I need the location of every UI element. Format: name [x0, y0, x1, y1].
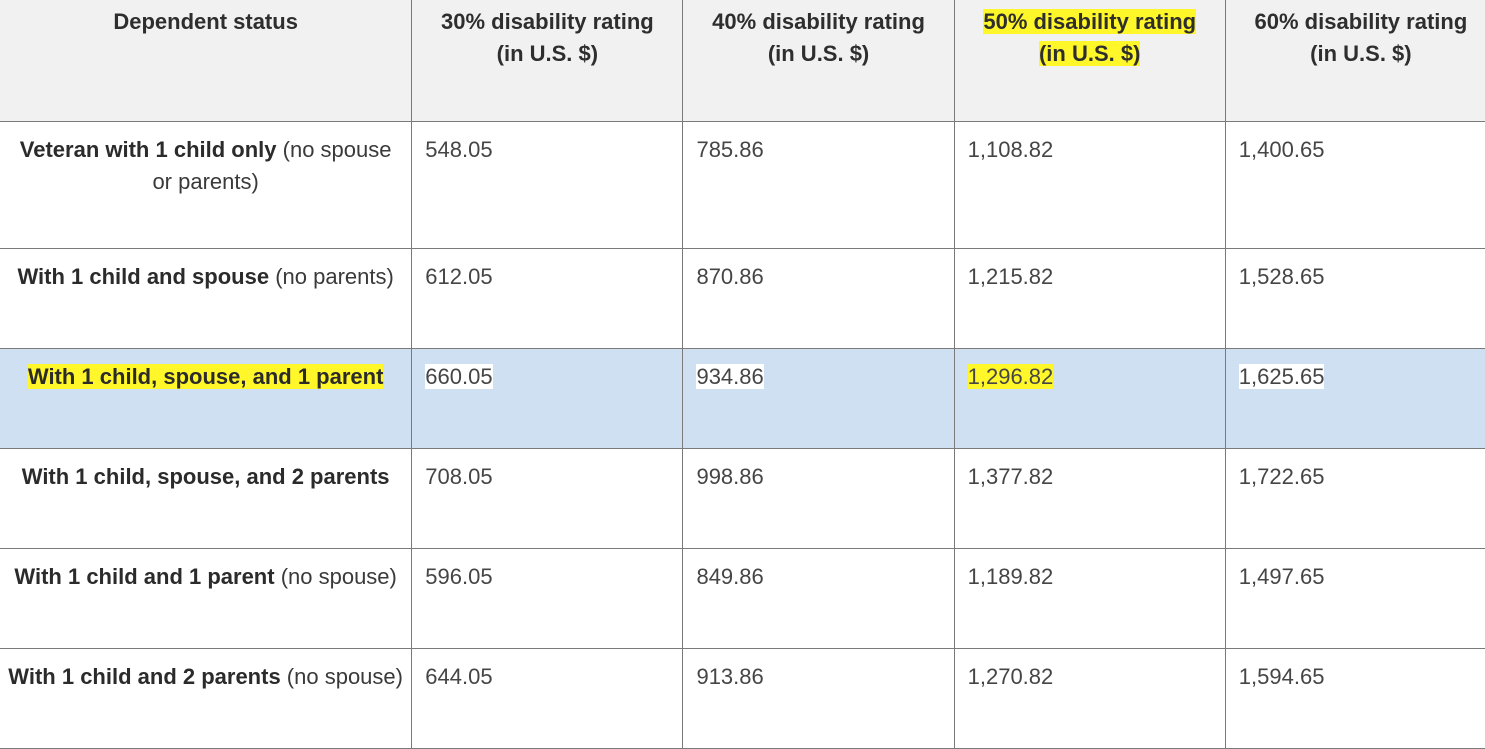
header-50-percent: 50% disability rating (in U.S. $)	[953, 0, 1226, 122]
header-label: 40% disability rating	[712, 9, 925, 34]
header-label: 60% disability rating	[1254, 9, 1468, 34]
rate-50-cell: 1,189.82	[953, 547, 1226, 649]
highlighted-table-row: With 1 child, spouse, and 1 parent 660.0…	[0, 347, 1485, 449]
rate-60-cell: 1,497.65	[1224, 547, 1485, 649]
header-unit: (in U.S. $)	[1310, 41, 1412, 66]
header-unit: (in U.S. $)	[767, 41, 870, 66]
rate-40-cell: 870.86	[682, 247, 955, 349]
table-row: With 1 child and 1 parent (no spouse) 59…	[0, 547, 1485, 649]
rate-60-cell: 1,528.65	[1224, 247, 1485, 349]
dependent-status-bold: Veteran with 1 child only	[19, 136, 277, 162]
highlighted-header-label: 50% disability rating	[983, 9, 1197, 34]
dependent-status-cell: With 1 child and spouse (no parents)	[0, 247, 413, 349]
dependent-status-note: (no parents)	[269, 263, 394, 289]
highlighted-header-unit: (in U.S. $)	[1038, 41, 1141, 66]
header-40-percent: 40% disability rating (in U.S. $)	[682, 0, 955, 122]
dependent-status-cell: With 1 child, spouse, and 2 parents	[0, 447, 413, 549]
rate-30-value: 660.05	[425, 363, 493, 389]
dependent-status-bold: With 1 child and 2 parents	[8, 663, 281, 689]
table-row: Veteran with 1 child only (no spouse or …	[0, 120, 1485, 249]
dependent-status-cell: Veteran with 1 child only (no spouse or …	[0, 120, 413, 249]
dependent-status-bold: With 1 child, spouse, and 1 parent	[27, 363, 384, 389]
rate-60-cell: 1,625.65	[1224, 347, 1485, 449]
header-60-percent: 60% disability rating (in U.S. $)	[1224, 0, 1485, 122]
rate-60-value: 1,625.65	[1238, 363, 1325, 389]
rate-60-cell: 1,594.65	[1224, 647, 1485, 749]
dependent-status-note: (no spouse)	[280, 663, 403, 689]
table-row: With 1 child and 2 parents (no spouse) 6…	[0, 647, 1485, 749]
rate-50-value: 1,296.82	[967, 363, 1054, 389]
dependent-status-note: (no spouse)	[274, 563, 397, 589]
rate-50-cell: 1,270.82	[953, 647, 1226, 749]
rate-30-cell: 612.05	[411, 247, 684, 349]
header-unit: (in U.S. $)	[496, 41, 599, 66]
rate-30-cell: 596.05	[411, 547, 684, 649]
rate-40-cell: 998.86	[682, 447, 955, 549]
dependent-status-bold: With 1 child, spouse, and 2 parents	[21, 463, 390, 489]
table-row: With 1 child and spouse (no parents) 612…	[0, 247, 1485, 349]
rate-30-cell: 548.05	[411, 120, 684, 249]
rate-60-cell: 1,400.65	[1224, 120, 1485, 249]
rate-40-cell: 934.86	[682, 347, 955, 449]
rate-40-cell: 913.86	[682, 647, 955, 749]
table-row: With 1 child, spouse, and 2 parents 708.…	[0, 447, 1485, 549]
rate-30-cell: 708.05	[411, 447, 684, 549]
rate-30-cell: 660.05	[411, 347, 684, 449]
dependent-status-bold: With 1 child and 1 parent	[14, 563, 275, 589]
rate-40-cell: 785.86	[682, 120, 955, 249]
header-row: Dependent status 30% disability rating (…	[0, 0, 1485, 122]
rate-30-cell: 644.05	[411, 647, 684, 749]
rate-40-cell: 849.86	[682, 547, 955, 649]
rate-50-cell: 1,108.82	[953, 120, 1226, 249]
rate-50-cell: 1,377.82	[953, 447, 1226, 549]
rate-60-cell: 1,722.65	[1224, 447, 1485, 549]
dependent-status-cell: With 1 child and 2 parents (no spouse)	[0, 647, 413, 749]
header-30-percent: 30% disability rating (in U.S. $)	[411, 0, 684, 122]
header-label: 30% disability rating	[441, 9, 654, 34]
dependent-status-cell: With 1 child, spouse, and 1 parent	[0, 347, 413, 449]
rate-50-cell: 1,215.82	[953, 247, 1226, 349]
rate-50-cell: 1,296.82	[953, 347, 1226, 449]
header-dependent-status: Dependent status	[0, 0, 413, 122]
dependent-status-note: (no spouse or parents)	[152, 136, 392, 194]
dependent-status-cell: With 1 child and 1 parent (no spouse)	[0, 547, 413, 649]
header-label: Dependent status	[113, 9, 298, 34]
rate-40-value: 934.86	[696, 363, 764, 389]
dependent-status-bold: With 1 child and spouse	[17, 263, 270, 289]
